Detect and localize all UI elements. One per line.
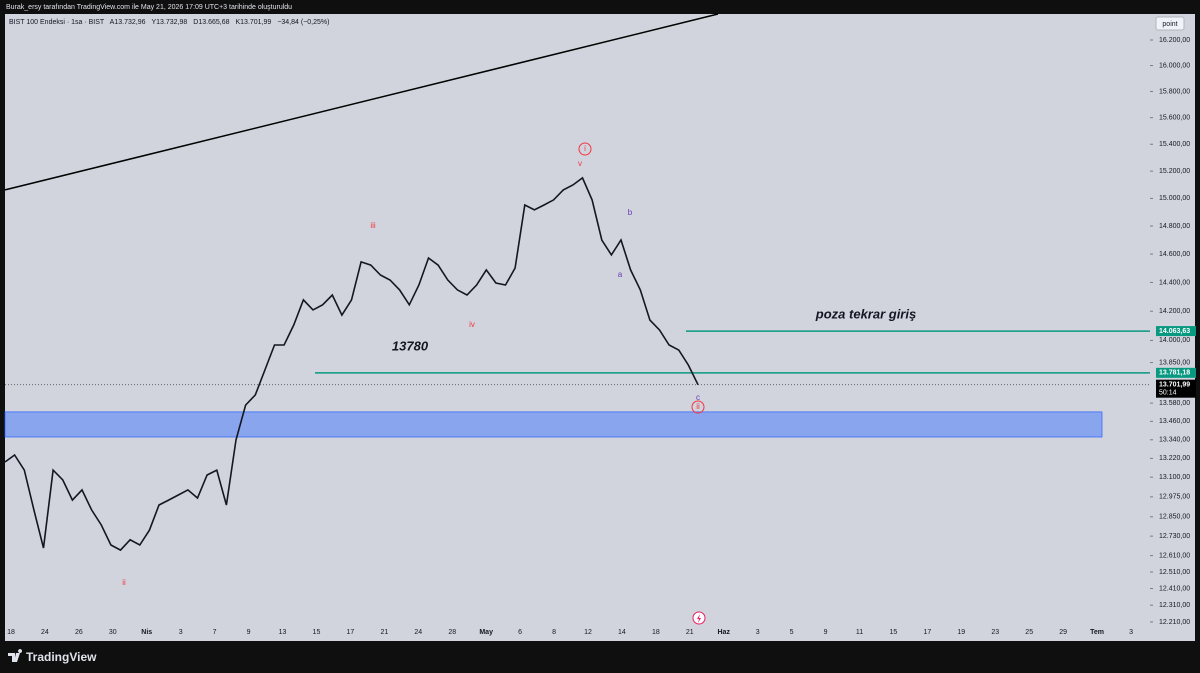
wave-circle	[578, 142, 592, 156]
y-tick-label: 14.800,00	[1159, 223, 1190, 230]
chart-note: poza tekrar giriş	[815, 306, 916, 321]
y-tick-label: 15.800,00	[1159, 88, 1190, 95]
legend-item: A13.732,96	[110, 19, 146, 26]
x-tick-label: 29	[1059, 629, 1067, 636]
wave-label: ii	[696, 402, 700, 411]
level-tag-label: 13.781,18	[1159, 370, 1190, 377]
wave-label: c	[696, 393, 700, 402]
y-tick-label: 12.610,00	[1159, 552, 1190, 559]
x-tick-label: 25	[1025, 629, 1033, 636]
support-zone	[4, 411, 1103, 438]
y-tick-label: 14.600,00	[1159, 251, 1190, 258]
x-tick-label: 3	[179, 629, 183, 636]
y-tick-label: 13.850,00	[1159, 359, 1190, 366]
brand-name: TradingView	[26, 650, 97, 664]
x-tick-label: 15	[313, 629, 321, 636]
x-tick-label: 17	[347, 629, 355, 636]
y-tick-label: 16.200,00	[1159, 37, 1190, 44]
x-tick-label: Tem	[1090, 629, 1104, 636]
price-line	[4, 176, 699, 552]
point-button-label: point	[1162, 21, 1177, 28]
y-tick-label: 15.200,00	[1159, 168, 1190, 175]
x-tick-label: 12	[584, 629, 592, 636]
legend-item: Y13.732,98	[151, 19, 187, 26]
legend-item: BIST 100 Endeksi · 1sa · BIST	[9, 19, 105, 26]
chart-note: 13780	[392, 338, 429, 353]
trendline	[4, 13, 719, 191]
wave-label: iv	[469, 320, 475, 329]
x-tick-label: May	[479, 629, 493, 636]
x-tick-label: 3	[756, 629, 760, 636]
y-tick-label: 12.850,00	[1159, 514, 1190, 521]
chart-pane	[5, 14, 1195, 641]
y-tick-label: 13.220,00	[1159, 455, 1190, 462]
x-tick-label: 19	[957, 629, 965, 636]
x-tick-label: 24	[414, 629, 422, 636]
wave-label: iii	[370, 221, 376, 230]
x-tick-label: 3	[1129, 629, 1133, 636]
last-price-tag	[1156, 379, 1196, 398]
y-tick-label: 15.600,00	[1159, 115, 1190, 122]
x-tick-label: 28	[448, 629, 456, 636]
y-tick-label: 12.730,00	[1159, 533, 1190, 540]
x-tick-label: 30	[109, 629, 117, 636]
x-tick-label: Haz	[718, 629, 731, 636]
x-tick-label: 26	[75, 629, 83, 636]
y-tick-label: 13.340,00	[1159, 437, 1190, 444]
x-tick-label: 13	[279, 629, 287, 636]
event-bolt	[697, 614, 701, 623]
x-tick-label: 9	[247, 629, 251, 636]
y-tick-label: 15.000,00	[1159, 195, 1190, 202]
x-tick-label: 8	[552, 629, 556, 636]
legend-item: K13.701,99	[236, 19, 272, 26]
legend-item: −34,84 (−0,25%)	[277, 19, 329, 26]
brand-logo: TradingView	[8, 649, 97, 664]
x-tick-label: 21	[686, 629, 694, 636]
x-tick-label: 15	[890, 629, 898, 636]
x-tick-label: 14	[618, 629, 626, 636]
y-tick-label: 15.400,00	[1159, 141, 1190, 148]
y-tick-label: 14.200,00	[1159, 308, 1190, 315]
y-tick-label: 12.410,00	[1159, 585, 1190, 592]
y-tick-label: 14.400,00	[1159, 279, 1190, 286]
y-tick-label: 12.510,00	[1159, 569, 1190, 576]
y-tick-label: 16.000,00	[1159, 62, 1190, 69]
y-tick-label: 13.460,00	[1159, 418, 1190, 425]
x-tick-label: 18	[652, 629, 660, 636]
x-tick-label: 7	[213, 629, 217, 636]
wave-circle	[691, 400, 705, 414]
countdown: 50:14	[1159, 390, 1177, 397]
wave-label: ii	[122, 578, 126, 587]
legend: BIST 100 Endeksi · 1sa · BIST A13.732,96 Y…	[9, 19, 329, 26]
wave-label: i	[584, 144, 586, 153]
y-tick-label: 12.310,00	[1159, 602, 1190, 609]
point-button[interactable]	[1155, 16, 1185, 31]
wave-label: a	[618, 270, 623, 279]
x-tick-label: 24	[41, 629, 49, 636]
x-tick-label: 17	[923, 629, 931, 636]
x-tick-label: 6	[518, 629, 522, 636]
legend-item: D13.665,68	[193, 19, 229, 26]
x-tick-label: 11	[856, 629, 863, 636]
x-tick-label: Nis	[141, 629, 152, 636]
y-tick-label: 13.100,00	[1159, 474, 1190, 481]
y-tick-label: 13.580,00	[1159, 400, 1190, 407]
wave-label: v	[578, 159, 582, 168]
y-tick-label: 12.975,00	[1159, 494, 1190, 501]
level-tag-label: 14.063,63	[1159, 328, 1190, 335]
wave-label: b	[628, 208, 633, 217]
x-tick-label: 23	[991, 629, 999, 636]
level-tag	[1156, 326, 1196, 337]
x-tick-label: 18	[7, 629, 15, 636]
last-price-label: 13.701,99	[1159, 382, 1190, 389]
y-tick-label: 12.210,00	[1159, 619, 1190, 626]
watermark: Burak_ersy tarafından TradingView.com il…	[6, 4, 292, 11]
x-tick-label: 5	[790, 629, 794, 636]
x-tick-label: 9	[824, 629, 828, 636]
level-tag	[1156, 367, 1196, 378]
x-tick-label: 21	[380, 629, 388, 636]
logo-icon	[8, 649, 23, 662]
y-tick-label: 14.000,00	[1159, 337, 1190, 344]
